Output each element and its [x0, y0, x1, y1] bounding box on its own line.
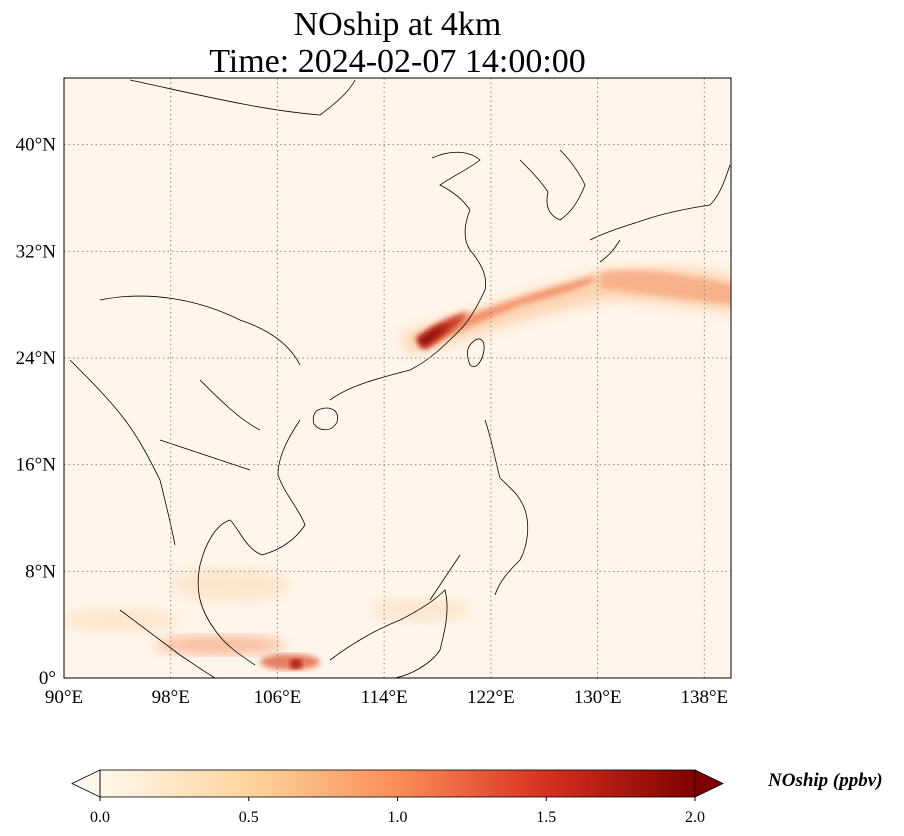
concentration-field: [64, 266, 731, 670]
longitude-tick-labels: 90°E 98°E 106°E 114°E 122°E 130°E 138°E: [45, 687, 728, 708]
latitude-tick-label: 16°N: [16, 455, 57, 476]
plume-gulf-of-thailand: [170, 567, 290, 603]
plume-east-china-sea-core: [430, 276, 596, 345]
korea-coastline: [519, 149, 586, 221]
china-coastline: [329, 151, 487, 401]
map-frame: [63, 77, 732, 679]
colorbar-tick-label: 2.0: [685, 809, 705, 826]
plume-hotspot: [418, 325, 448, 348]
longitude-tick-label: 138°E: [680, 687, 728, 708]
longitude-tick-label: 98°E: [152, 687, 190, 708]
latitude-tick-label: 32°N: [16, 241, 57, 262]
colorbar-tick-labels: 0.0 0.5 1.0 1.5 2.0: [90, 797, 705, 826]
latitude-tick-labels: 0° 8°N 16°N 24°N 32°N 40°N: [16, 135, 57, 689]
colorbar-tick-label: 0.5: [239, 809, 259, 826]
myanmar-border: [69, 359, 176, 546]
latitude-tick-label: 8°N: [25, 561, 56, 582]
plume-philippine-sea: [370, 598, 470, 622]
colorbar-tick-label: 1.0: [388, 809, 408, 826]
plume-southern-band: [64, 608, 180, 632]
longitude-tick-label: 114°E: [361, 687, 408, 708]
plume-japan-tail: [600, 270, 731, 305]
colorbar-tick-label: 1.5: [536, 809, 556, 826]
sumatra-coastline: [119, 609, 216, 678]
longitude-tick-label: 122°E: [467, 687, 515, 708]
latitude-tick-label: 40°N: [16, 135, 57, 156]
borneo-coastline: [329, 589, 448, 678]
colorbar: 0.0 0.5 1.0 1.5 2.0: [71, 769, 724, 826]
map-background: [64, 78, 731, 678]
philippines-coastline: [429, 419, 529, 601]
longitude-tick-label: 106°E: [254, 687, 302, 708]
colorbar-extend-high: [694, 769, 724, 798]
taiwan-coastline: [466, 338, 485, 367]
latitude-tick-label: 0°: [39, 668, 56, 689]
longitude-tick-label: 130°E: [574, 687, 622, 708]
hainan-coastline: [312, 407, 338, 431]
coastlines: [69, 79, 731, 678]
mainland-borders: [99, 79, 356, 471]
plume-java-hotspot: [290, 659, 302, 669]
colorbar-extend-low: [71, 769, 101, 798]
longitude-tick-label: 90°E: [45, 687, 83, 708]
japan-coastline: [589, 164, 731, 263]
plume-java-sea: [260, 654, 320, 670]
latitude-tick-label: 24°N: [16, 348, 57, 369]
title-line-2: Time: 2024-02-07 14:00:00: [209, 43, 586, 80]
colorbar-label: NOship (ppbv): [768, 770, 883, 791]
map-title: NOship at 4km Time: 2024-02-07 14:00:00: [64, 6, 731, 80]
title-line-1: NOship at 4km: [293, 6, 502, 43]
colorbar-tick-label: 0.0: [90, 809, 110, 826]
plume-malacca: [155, 635, 285, 655]
indochina-coastline: [197, 419, 306, 666]
colorbar-gradient: [100, 770, 695, 797]
gridlines: [64, 78, 731, 678]
